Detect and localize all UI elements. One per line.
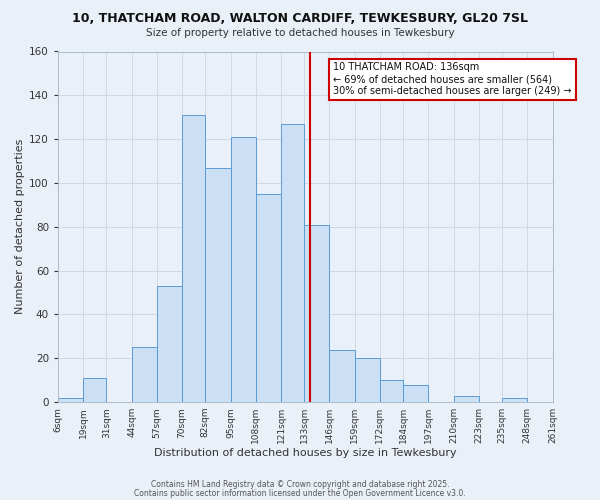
- Text: 10 THATCHAM ROAD: 136sqm
← 69% of detached houses are smaller (564)
30% of semi-: 10 THATCHAM ROAD: 136sqm ← 69% of detach…: [334, 62, 572, 96]
- Bar: [256, 194, 281, 402]
- Bar: [502, 398, 527, 402]
- Y-axis label: Number of detached properties: Number of detached properties: [15, 139, 25, 314]
- Bar: [304, 224, 329, 402]
- Bar: [182, 115, 205, 402]
- Bar: [355, 358, 380, 402]
- Text: 10, THATCHAM ROAD, WALTON CARDIFF, TEWKESBURY, GL20 7SL: 10, THATCHAM ROAD, WALTON CARDIFF, TEWKE…: [72, 12, 528, 26]
- Bar: [83, 378, 106, 402]
- Bar: [281, 124, 304, 402]
- Bar: [205, 168, 230, 402]
- Bar: [403, 384, 428, 402]
- Bar: [157, 286, 182, 402]
- Bar: [131, 348, 157, 402]
- X-axis label: Distribution of detached houses by size in Tewkesbury: Distribution of detached houses by size …: [154, 448, 457, 458]
- Text: Size of property relative to detached houses in Tewkesbury: Size of property relative to detached ho…: [146, 28, 454, 38]
- Bar: [454, 396, 479, 402]
- Text: Contains public sector information licensed under the Open Government Licence v3: Contains public sector information licen…: [134, 488, 466, 498]
- Bar: [230, 137, 256, 402]
- Bar: [58, 398, 83, 402]
- Bar: [380, 380, 403, 402]
- Bar: [329, 350, 355, 402]
- Text: Contains HM Land Registry data © Crown copyright and database right 2025.: Contains HM Land Registry data © Crown c…: [151, 480, 449, 489]
